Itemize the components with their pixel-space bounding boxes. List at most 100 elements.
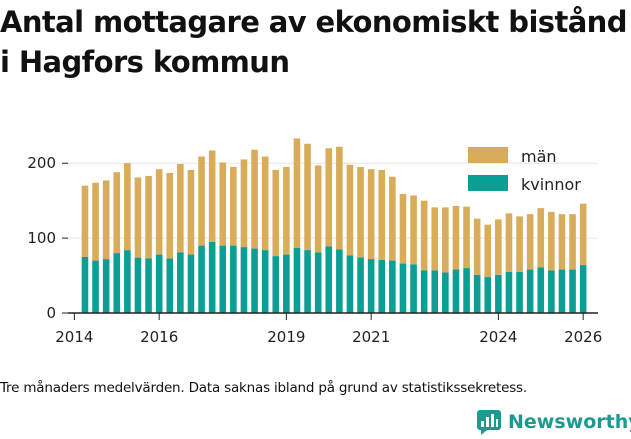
bar-kvinnor	[537, 267, 545, 313]
bar-kvinnor	[558, 269, 566, 313]
bar-kvinnor	[198, 245, 205, 313]
bar-kvinnor	[367, 259, 375, 313]
bar-kvinnor	[548, 270, 555, 313]
bar-man	[463, 206, 470, 269]
chart-title-line2: i Hagfors kommun	[0, 45, 290, 79]
footnote: Tre månaders medelvärden. Data saknas ib…	[0, 380, 527, 396]
bar-man	[251, 149, 258, 249]
bar-kvinnor	[102, 259, 110, 313]
bar-kvinnor	[124, 250, 131, 313]
bar-man	[346, 164, 354, 256]
bar-man	[304, 143, 311, 251]
legend-swatch-kvinnor	[468, 175, 508, 191]
bar-man	[314, 165, 322, 253]
bar-kvinnor	[304, 250, 311, 313]
bar-man	[293, 138, 301, 248]
stacked-bar-chart: 0 100 200 2014 2016 2019 2021 2024 2026 män kvi…	[27, 138, 602, 346]
bar-man	[166, 172, 174, 259]
bar-kvinnor	[208, 241, 216, 313]
x-tick-label-2026: 2026	[564, 328, 602, 346]
x-tick-label-2014: 2014	[55, 328, 93, 346]
bar-kvinnor	[579, 265, 587, 313]
bar-man	[325, 148, 333, 247]
bar-man	[261, 156, 269, 251]
bar-man	[378, 169, 386, 260]
bar-kvinnor	[314, 252, 322, 313]
bar-man	[230, 166, 237, 246]
bar-kvinnor	[399, 263, 407, 313]
bar-man	[102, 180, 110, 260]
bar-kvinnor	[569, 269, 576, 313]
bar-kvinnor	[473, 274, 481, 313]
bar-kvinnor	[389, 260, 396, 313]
bar-kvinnor	[336, 249, 343, 313]
chart-title-line1: Antal mottagare av ekonomiskt bistånd	[0, 5, 627, 39]
bar-man	[495, 219, 502, 275]
bar-man	[505, 213, 513, 272]
bar-man	[145, 175, 152, 259]
bar-kvinnor	[81, 256, 89, 313]
bar-kvinnor	[325, 246, 333, 313]
bar-kvinnor	[452, 269, 460, 313]
bar-man	[537, 208, 545, 268]
bar-man	[569, 214, 576, 270]
bar-kvinnor	[92, 260, 99, 313]
chart-title: Antal mottagare av ekonomiskt bistånd i …	[0, 2, 631, 82]
bar-kvinnor	[357, 257, 364, 313]
bar-man	[272, 169, 280, 257]
bar-kvinnor	[251, 248, 258, 313]
bar-kvinnor	[219, 245, 227, 313]
legend: män kvinnor	[468, 147, 581, 194]
bar-kvinnor	[283, 254, 290, 313]
bar-kvinnor	[410, 264, 417, 313]
bar-man	[219, 162, 227, 246]
y-axis: 0 100 200	[27, 154, 68, 322]
bar-man	[399, 193, 407, 264]
bar-man	[410, 195, 417, 265]
bar-man	[177, 163, 184, 253]
bar-kvinnor	[463, 268, 470, 313]
legend-label-kvinnor: kvinnor	[521, 175, 581, 194]
bar-kvinnor	[272, 256, 280, 313]
bar-man	[452, 205, 460, 270]
bar-man	[336, 146, 343, 250]
bar-man	[198, 156, 205, 246]
bar-man	[81, 185, 89, 257]
bar-kvinnor	[293, 247, 301, 313]
bar-man	[558, 214, 566, 270]
bar-man	[431, 207, 439, 271]
newsworthy-logo: Newsworthy	[476, 408, 631, 436]
bar-kvinnor	[346, 255, 354, 313]
bar-kvinnor	[113, 253, 121, 313]
bar-man	[548, 211, 555, 271]
bar-kvinnor	[442, 272, 449, 313]
bar-kvinnor	[261, 250, 269, 313]
x-tick-label-2021: 2021	[352, 328, 390, 346]
bar-man	[420, 200, 428, 271]
bar-kvinnor	[420, 270, 428, 313]
x-tick-label-2016: 2016	[140, 328, 178, 346]
bar-kvinnor	[484, 277, 492, 313]
bar-kvinnor	[230, 245, 237, 313]
bar-man	[92, 182, 99, 261]
bar-man	[208, 150, 216, 242]
bar-kvinnor	[187, 254, 195, 313]
bar-kvinnor	[240, 247, 248, 313]
bar-man	[187, 169, 195, 255]
y-tick-label-200: 200	[27, 154, 56, 172]
bar-kvinnor	[431, 270, 439, 313]
y-tick-label-100: 100	[27, 229, 56, 247]
brand-name: Newsworthy	[508, 411, 631, 433]
bar-kvinnor	[505, 271, 513, 313]
bar-man	[473, 218, 481, 275]
newsworthy-icon	[477, 410, 501, 435]
bar-kvinnor	[495, 274, 502, 313]
bar-kvinnor	[145, 258, 152, 313]
bar-man	[389, 176, 396, 261]
bar-kvinnor	[177, 252, 184, 313]
x-tick-label-2019: 2019	[267, 328, 305, 346]
bar-man	[579, 203, 587, 266]
legend-swatch-man	[468, 147, 508, 163]
bar-man	[113, 172, 121, 254]
bar-man	[367, 169, 375, 260]
